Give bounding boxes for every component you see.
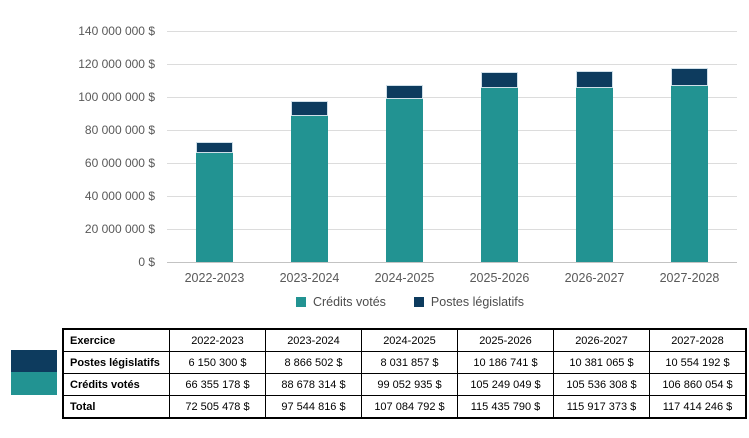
- bar-segment-credits-votes: [671, 85, 708, 262]
- x-axis-tick-label: 2023-2024: [279, 271, 340, 285]
- legend-item-credits-votes: Crédits votés: [295, 295, 386, 309]
- bar-2027-2028: [671, 31, 708, 262]
- bar-segment-postes-legislatifs: [386, 85, 423, 99]
- table-value-cell: 99 052 935 $: [361, 373, 458, 396]
- gridline: [167, 229, 737, 230]
- bar-segment-credits-votes: [196, 152, 233, 262]
- gridline: [167, 262, 737, 263]
- gridline: [167, 64, 737, 65]
- table-value-cell: 10 381 065 $: [553, 351, 650, 374]
- table-value-cell: 105 536 308 $: [553, 373, 650, 396]
- table-value-cell: 88 678 314 $: [265, 373, 362, 396]
- legend-label: Crédits votés: [312, 295, 386, 309]
- table-value-cell: 97 544 816 $: [265, 395, 362, 419]
- bar-segment-postes-legislatifs: [481, 71, 518, 89]
- table-value-cell: 107 084 792 $: [361, 395, 458, 419]
- bar-segment-credits-votes: [291, 115, 328, 262]
- table-header-cell: 2023-2024: [265, 328, 362, 352]
- bar-2023-2024: [291, 31, 328, 262]
- table-value-cell: 117 414 246 $: [649, 395, 747, 419]
- y-axis: 140 000 000 $ 120 000 000 $ 100 000 000 $ 8…: [0, 24, 155, 269]
- gridline: [167, 196, 737, 197]
- table-header-row: Exercice 2022-2023 2023-2024 2024-2025 2025-…: [62, 328, 747, 352]
- x-axis: 2022-2023 2023-2024 2024-2025 2025-2026 2026…: [167, 271, 737, 289]
- bar-2026-2027: [576, 31, 613, 262]
- table-value-cell: 8 866 502 $: [265, 351, 362, 374]
- chart-legend: Crédits votés Postes législatifs: [120, 293, 700, 311]
- y-axis-tick-label: 20 000 000 $: [84, 222, 155, 236]
- credits-votes-color-swatch: [11, 372, 57, 395]
- y-axis-tick-label: 100 000 000 $: [78, 90, 155, 104]
- y-axis-tick-label: 140 000 000 $: [78, 24, 155, 38]
- credits-votes-legend-swatch-icon: [295, 297, 306, 307]
- bar-2022-2023: [196, 31, 233, 262]
- y-axis-tick-label: 80 000 000 $: [84, 123, 155, 137]
- y-axis-tick-label: 60 000 000 $: [84, 156, 155, 170]
- x-axis-tick-label: 2025-2026: [469, 271, 530, 285]
- table-value-cell: 10 554 192 $: [649, 351, 747, 374]
- table-value-cell: 8 031 857 $: [361, 351, 458, 374]
- gridline: [167, 97, 737, 98]
- table-value-cell: 72 505 478 $: [169, 395, 266, 419]
- table-row-label: Postes législatifs: [62, 351, 170, 374]
- table-row-label: Crédits votés: [62, 373, 170, 396]
- bar-2024-2025: [386, 31, 423, 262]
- x-axis-tick-label: 2027-2028: [659, 271, 720, 285]
- legend-label: Postes législatifs: [430, 295, 525, 309]
- x-axis-tick-label: 2024-2025: [374, 271, 435, 285]
- table-value-cell: 105 249 049 $: [457, 373, 554, 396]
- gridline: [167, 130, 737, 131]
- gridline: [167, 31, 737, 32]
- bar-2025-2026: [481, 31, 518, 262]
- table-header-cell: 2027-2028: [649, 328, 747, 352]
- bar-segment-postes-legislatifs: [576, 70, 613, 88]
- table-header-cell: 2022-2023: [169, 328, 266, 352]
- table-row: Crédits votés 66 355 178 $88 678 314 $99 …: [62, 373, 747, 396]
- bar-segment-credits-votes: [481, 88, 518, 262]
- x-axis-tick-label: 2026-2027: [564, 271, 625, 285]
- table-row-label: Total: [62, 395, 170, 419]
- bar-segment-postes-legislatifs: [291, 101, 328, 116]
- table-header-cell: 2025-2026: [457, 328, 554, 352]
- gridline: [167, 163, 737, 164]
- table-value-cell: 6 150 300 $: [169, 351, 266, 374]
- postes-legislatifs-color-swatch: [11, 350, 57, 372]
- bar-segment-credits-votes: [576, 87, 613, 262]
- y-axis-tick-label: 0 $: [138, 255, 155, 269]
- table-header-cell: 2024-2025: [361, 328, 458, 352]
- table-value-cell: 115 917 373 $: [553, 395, 650, 419]
- legend-item-postes-legislatifs: Postes législatifs: [413, 295, 525, 309]
- x-axis-tick-label: 2022-2023: [184, 271, 245, 285]
- bar-segment-postes-legislatifs: [671, 68, 708, 86]
- postes-legislatifs-legend-swatch-icon: [413, 297, 424, 307]
- bar-segment-postes-legislatifs: [196, 142, 233, 153]
- table-value-cell: 115 435 790 $: [457, 395, 554, 419]
- table-value-cell: 106 860 054 $: [649, 373, 747, 396]
- y-axis-tick-label: 120 000 000 $: [78, 57, 155, 71]
- table-row: Postes législatifs 6 150 300 $8 866 502 $…: [62, 351, 747, 374]
- table-header-cell: 2026-2027: [553, 328, 650, 352]
- table-row: Total 72 505 478 $97 544 816 $107 084 792…: [62, 395, 747, 419]
- bar-segment-credits-votes: [386, 98, 423, 262]
- table-corner-cell: Exercice: [62, 328, 170, 352]
- table-value-cell: 10 186 741 $: [457, 351, 554, 374]
- table-value-cell: 66 355 178 $: [169, 373, 266, 396]
- plot-area: [167, 31, 737, 263]
- y-axis-tick-label: 40 000 000 $: [84, 189, 155, 203]
- data-table: Exercice 2022-2023 2023-2024 2024-2025 2025-…: [62, 328, 747, 419]
